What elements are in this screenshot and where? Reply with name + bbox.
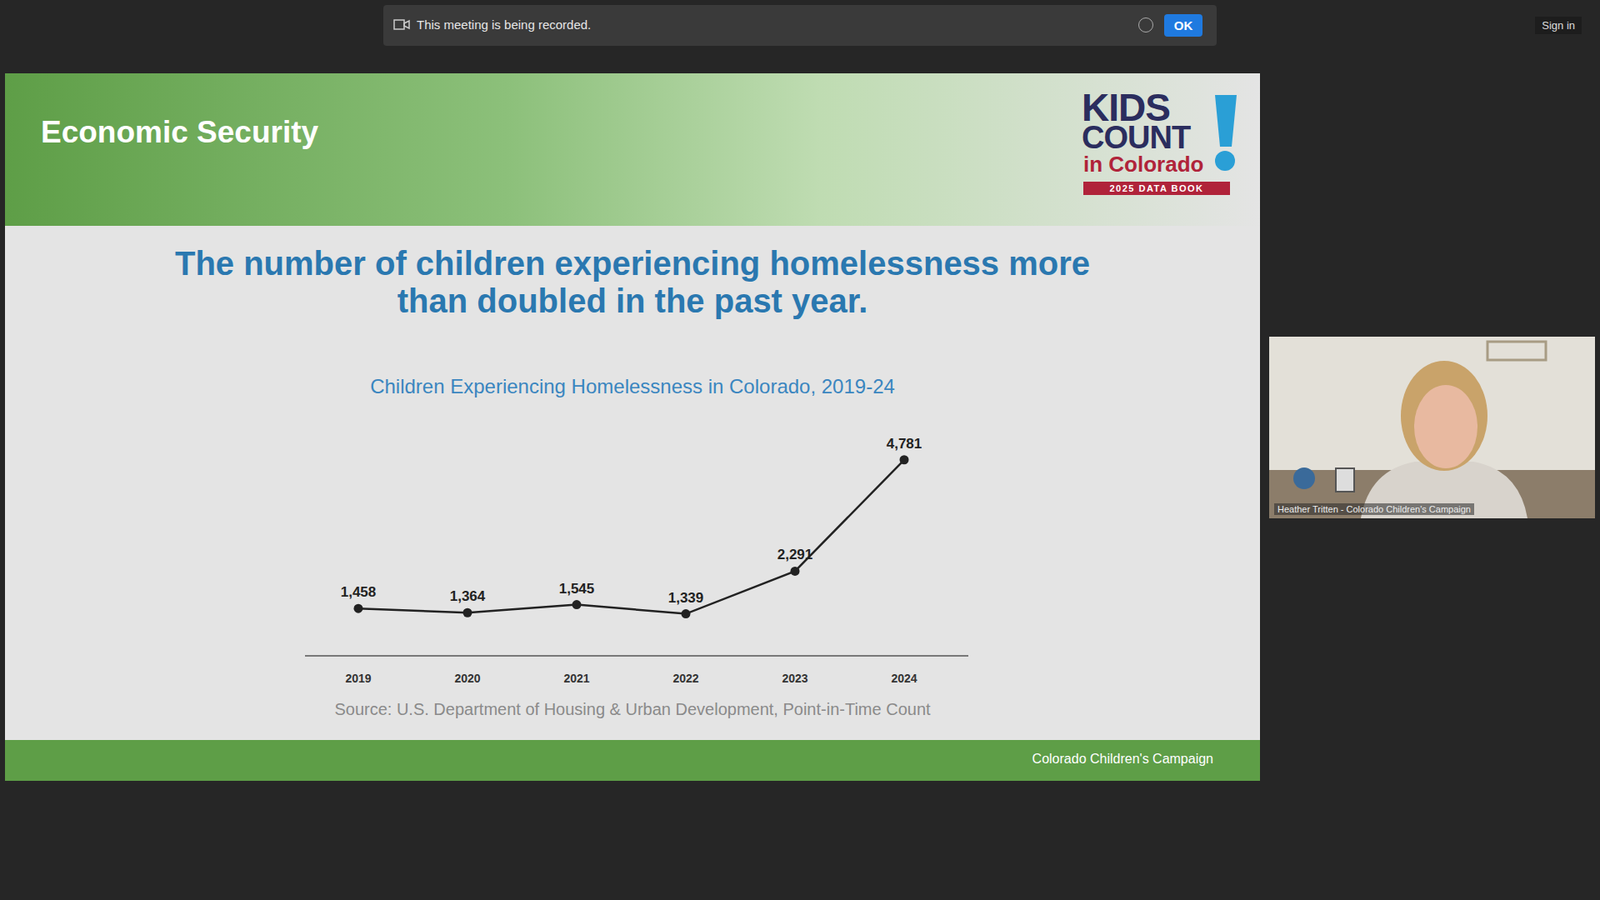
photo (1335, 468, 1355, 492)
point (354, 604, 364, 614)
logo-mark (1208, 91, 1239, 175)
chart-subtitle: Children Experiencing Homelessness in Co… (5, 375, 1260, 399)
face (1414, 385, 1478, 469)
x-tick-label: 2024 (890, 671, 917, 685)
hair (1400, 360, 1488, 471)
slide-header: Economic Security KIDSCOUNTin Colorado 202… (5, 73, 1260, 226)
wall (1269, 336, 1595, 519)
plot-area (354, 455, 910, 619)
x-axis (305, 655, 969, 657)
footer-text: Colorado Children's Campaign (1032, 751, 1214, 767)
line (358, 460, 905, 615)
webcam: Heather Tritten - Colorado Children's Ca… (1269, 336, 1595, 519)
globe (1293, 467, 1315, 490)
webcam-scene (1269, 336, 1595, 519)
source: Source: U.S. Department of Housing & Urb… (334, 700, 931, 719)
slide: Economic Security KIDSCOUNTin Colorado 202… (5, 73, 1260, 781)
point (900, 455, 910, 465)
point (463, 608, 473, 618)
x-tick-label: 2020 (454, 671, 480, 685)
data-label: 1,364 (450, 588, 486, 605)
x-tick-label: 2019 (345, 671, 371, 685)
record-icon-lens (404, 20, 410, 29)
x-tick-label: 2021 (563, 671, 590, 685)
section-title: Economic Security (40, 115, 319, 150)
data-label: 1,339 (668, 590, 705, 606)
point (681, 609, 691, 619)
sign-in[interactable]: Sign in (1535, 16, 1582, 35)
point (790, 566, 800, 576)
logo-line: COUNT (1081, 121, 1190, 154)
logo-bang (1215, 95, 1237, 147)
data-label: 2,291 (777, 546, 814, 563)
x-tick-label: 2022 (672, 671, 699, 685)
data-label: 4,781 (886, 435, 923, 452)
logo-line: in Colorado (1083, 151, 1204, 178)
data-label: 1,458 (340, 584, 377, 600)
point (572, 600, 582, 610)
ok-button[interactable]: OK (1164, 14, 1203, 37)
chart-title: The number of children experiencing home… (149, 245, 1116, 320)
logo: KIDSCOUNTin Colorado 2025 DATA BOOK (1081, 91, 1240, 200)
x-tick-label: 2023 (781, 671, 808, 685)
record-icon (393, 19, 410, 31)
banner-text: This meeting is being recorded. (416, 17, 591, 32)
chart: 1,458 1,364 1,545 1,339 2,291 4,781 2019 2020 20… (5, 73, 1260, 781)
logo-badge: 2025 DATA BOOK (1083, 181, 1230, 195)
recording-banner: This meeting is being recorded. OK (383, 5, 1217, 46)
logo-line: KIDS (1081, 91, 1170, 124)
logo-dot (1215, 150, 1235, 171)
data-label: 1,545 (559, 580, 595, 597)
participant-name: Heather Tritten - Colorado Children's Ca… (1274, 503, 1475, 515)
frame (1487, 341, 1546, 360)
record-icon-body (394, 20, 405, 30)
slide-footer: Colorado Children's Campaign (5, 740, 1260, 781)
info-icon (1138, 17, 1154, 33)
